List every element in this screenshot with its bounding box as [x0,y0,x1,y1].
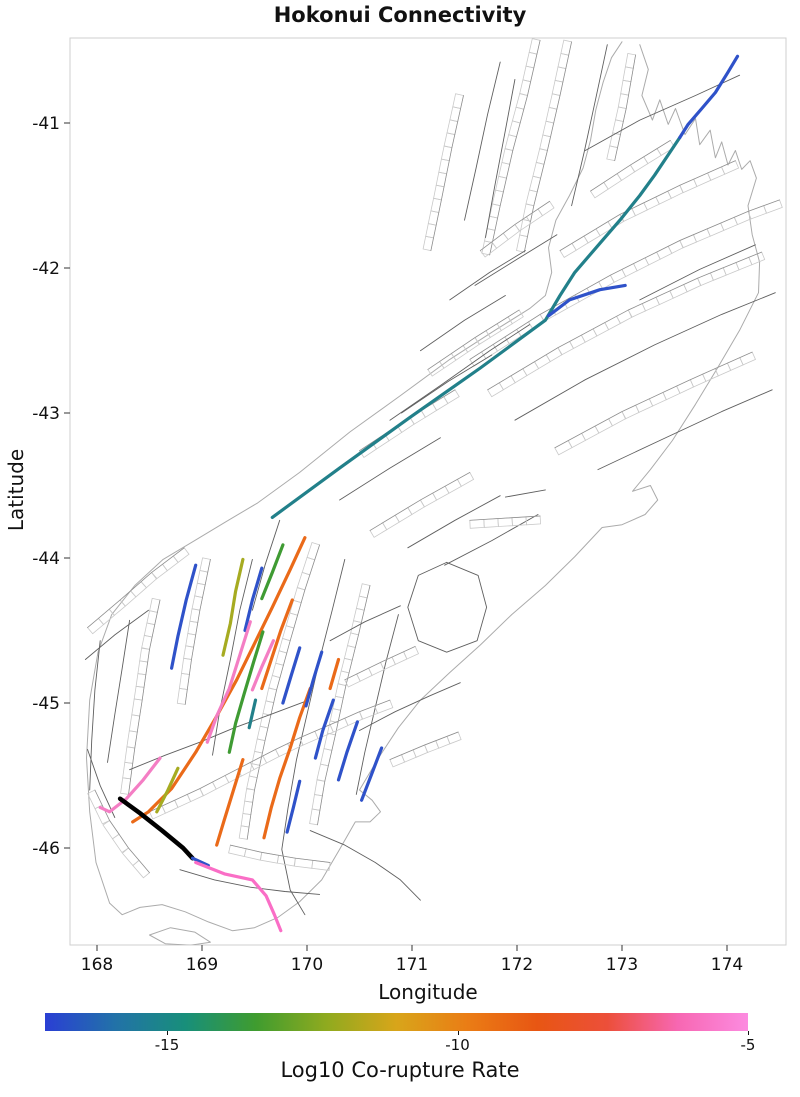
gray-fault-network [84,38,783,916]
svg-text:-41: -41 [32,114,60,134]
svg-text:171: 171 [396,955,428,975]
co-rupture-faults [98,54,740,933]
colorbar-tick-label: -10 [445,1036,470,1054]
colorbar-gradient [45,1013,748,1031]
colorbar-tick-mark [748,1031,749,1035]
svg-text:-43: -43 [32,404,60,424]
chart-title: Hokonui Connectivity [273,3,527,27]
plot-border [69,37,787,946]
svg-text:-46: -46 [32,839,60,859]
colorbar-tick-label: -15 [154,1036,180,1054]
map-content [84,38,783,945]
svg-text:-44: -44 [32,549,60,569]
x-axis-label: Longitude [378,980,478,1004]
colorbar-ticks: -15 -10 -5 [45,1031,755,1057]
coastline [86,41,761,945]
svg-text:-42: -42 [32,259,60,279]
colorbar-tick-mark [167,1031,168,1035]
svg-text:170: 170 [291,955,323,975]
colorbar: -15 -10 -5 [45,1013,755,1054]
axis-ticks: 168 169 170 171 172 173 174 -41 -42 -43 -44 -45 -46 [32,114,743,975]
colorbar-tick-mark [457,1031,459,1035]
svg-text:168: 168 [81,955,113,975]
colorbar-tick-label: -5 [740,1036,756,1054]
svg-text:169: 169 [186,955,218,975]
svg-text:173: 173 [606,955,638,975]
svg-text:-45: -45 [32,694,60,714]
y-axis-label: Latitude [4,448,28,532]
svg-text:172: 172 [501,955,533,975]
colorbar-label: Log10 Co-rupture Rate [280,1058,520,1082]
svg-text:174: 174 [711,955,743,975]
